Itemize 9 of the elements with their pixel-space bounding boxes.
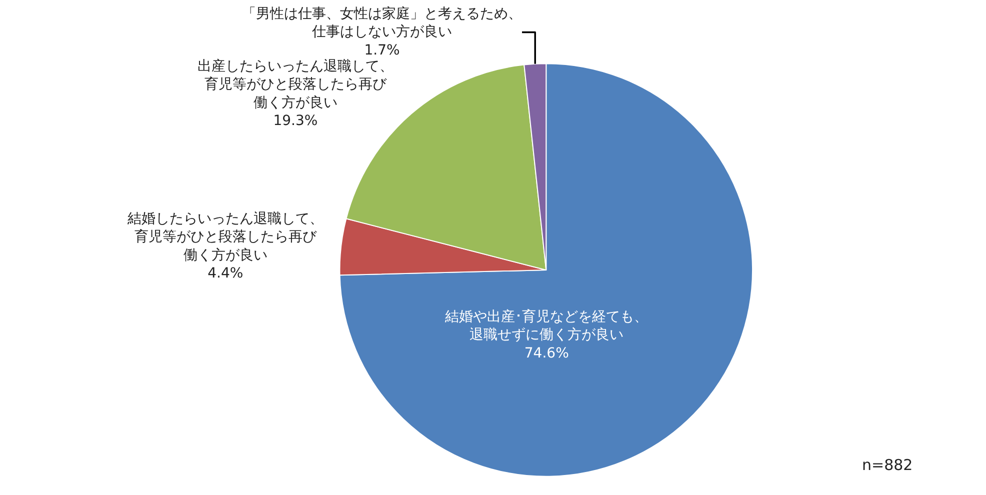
data-label: 19.3% [273,113,318,130]
slice-label: 結婚したらいったん退職して、育児等がひと段落したら再び働く方が良い [126,210,324,264]
slice-label: 結婚や出産･育児などを経ても、退職せずに働く方が良い [444,308,648,344]
slice-label: 「男性は仕事、女性は家庭」と考えるため、仕事はしない方が良い [242,6,522,40]
data-label: 4.4% [208,266,244,282]
text: n=882 [862,456,913,474]
data-label: 74.6% [524,345,569,362]
slice-label: 出産したらいったん退職して、育児等がひと段落したら再び働く方が良い [197,58,394,111]
data-label: 1.7% [364,42,400,58]
